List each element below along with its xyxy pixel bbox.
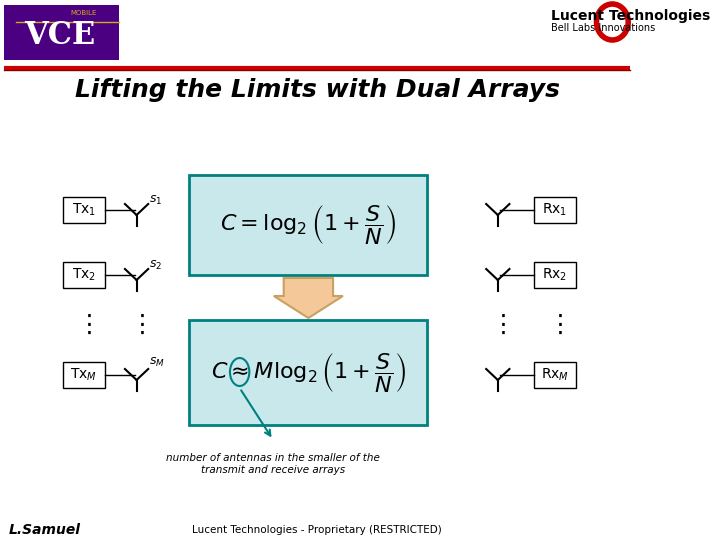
FancyBboxPatch shape: [63, 362, 105, 388]
Text: Lucent Technologies: Lucent Technologies: [551, 9, 710, 23]
FancyBboxPatch shape: [534, 362, 576, 388]
Text: $\vdots$: $\vdots$: [129, 313, 145, 337]
FancyBboxPatch shape: [63, 197, 105, 223]
FancyBboxPatch shape: [534, 197, 576, 223]
FancyBboxPatch shape: [4, 5, 119, 60]
Text: $\vdots$: $\vdots$: [76, 313, 91, 337]
Text: $\vdots$: $\vdots$: [490, 313, 505, 337]
Text: Rx$_1$: Rx$_1$: [542, 202, 567, 218]
Text: Lucent Technologies - Proprietary (RESTRICTED): Lucent Technologies - Proprietary (RESTR…: [192, 525, 442, 535]
Text: VCE: VCE: [24, 19, 96, 51]
Text: L.Samuel: L.Samuel: [9, 523, 81, 537]
Text: $s_M$: $s_M$: [149, 355, 165, 368]
Text: Lifting the Limits with Dual Arrays: Lifting the Limits with Dual Arrays: [75, 78, 559, 102]
Text: $\vdots$: $\vdots$: [547, 313, 563, 337]
Text: $C \approx M\log_2\left(1 + \dfrac{S}{N}\right)$: $C \approx M\log_2\left(1 + \dfrac{S}{N}…: [211, 351, 406, 394]
Text: number of antennas in the smaller of the
transmit and receive arrays: number of antennas in the smaller of the…: [166, 453, 380, 475]
Polygon shape: [274, 278, 343, 318]
Text: $s_1$: $s_1$: [149, 193, 162, 206]
FancyBboxPatch shape: [189, 320, 428, 425]
Text: $C = \log_2\left(1 + \dfrac{S}{N}\right)$: $C = \log_2\left(1 + \dfrac{S}{N}\right)…: [220, 204, 397, 246]
Text: Bell Labs Innovations: Bell Labs Innovations: [551, 23, 655, 33]
Text: Rx$_M$: Rx$_M$: [541, 367, 569, 383]
Text: $s_2$: $s_2$: [149, 259, 162, 272]
FancyBboxPatch shape: [534, 262, 576, 288]
Text: MOBILE: MOBILE: [71, 10, 97, 16]
FancyBboxPatch shape: [189, 175, 428, 275]
Text: Tx$_M$: Tx$_M$: [71, 367, 97, 383]
FancyBboxPatch shape: [63, 262, 105, 288]
Text: Tx$_1$: Tx$_1$: [72, 202, 96, 218]
Text: Rx$_2$: Rx$_2$: [542, 267, 567, 283]
Text: Tx$_2$: Tx$_2$: [72, 267, 96, 283]
